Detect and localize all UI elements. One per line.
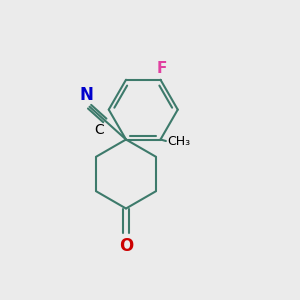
Text: CH₃: CH₃ (167, 135, 190, 148)
Text: N: N (79, 86, 93, 104)
Text: O: O (119, 237, 133, 255)
Text: C: C (94, 123, 104, 137)
Text: F: F (157, 61, 167, 76)
